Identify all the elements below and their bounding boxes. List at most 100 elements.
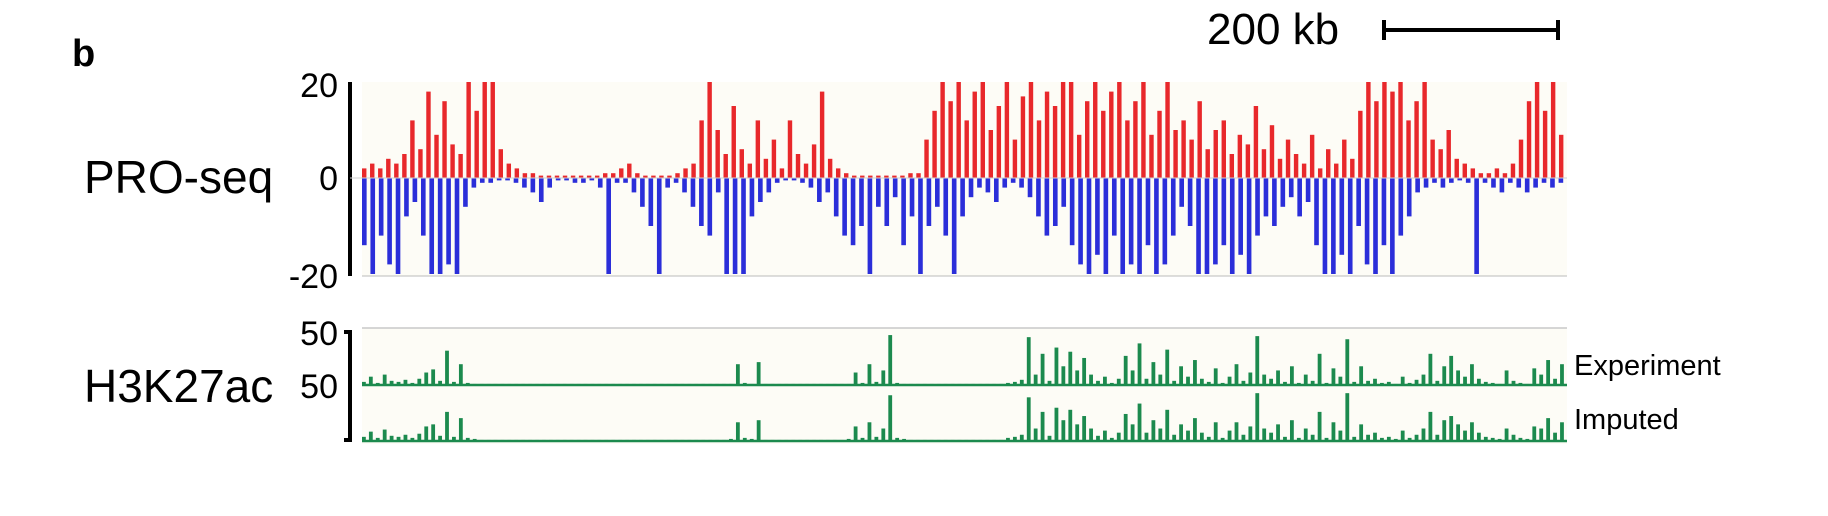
- imputed-bar: [1089, 428, 1093, 441]
- proseq-plus-bar: [771, 139, 777, 178]
- imputed-bar: [438, 435, 442, 441]
- imputed-tick-top: 50: [300, 368, 338, 406]
- proseq-minus-bar: [732, 178, 738, 274]
- proseq-minus-bar: [1482, 178, 1488, 183]
- h3k27ac-track-label: H3K27ac: [84, 360, 273, 412]
- imputed-bar: [1546, 418, 1551, 441]
- proseq-plus-bar: [980, 82, 985, 178]
- imputed-bar: [1061, 420, 1066, 441]
- proseq-plus-bar: [1502, 173, 1508, 178]
- experiment-bar: [1026, 337, 1031, 385]
- proseq-minus-bar: [825, 178, 831, 193]
- experiment-bar: [1193, 360, 1197, 385]
- proseq-plus-bar: [627, 163, 632, 178]
- proseq-plus-bar: [410, 120, 415, 178]
- experiment-bar: [1553, 378, 1557, 385]
- experiment-bar: [1289, 366, 1294, 385]
- proseq-plus-bar: [932, 110, 937, 178]
- proseq-minus-bar: [547, 178, 553, 188]
- proseq-plus-bar: [1109, 91, 1114, 178]
- proseq-minus-bar: [884, 178, 890, 226]
- proseq-minus-bar: [1373, 178, 1378, 274]
- proseq-plus-bar: [1438, 149, 1443, 178]
- proseq-plus-bar: [1020, 96, 1026, 178]
- experiment-bar: [389, 380, 394, 385]
- imputed-bar: [403, 434, 408, 441]
- experiment-bar: [1449, 355, 1454, 385]
- experiment-bar: [1511, 380, 1516, 385]
- experiment-bar: [1546, 360, 1551, 385]
- imputed-bar: [1518, 437, 1523, 441]
- proseq-plus-bar: [1044, 91, 1050, 178]
- proseq-minus-bar: [758, 178, 763, 202]
- proseq-minus-bar: [1516, 178, 1522, 188]
- experiment-bar: [1227, 376, 1232, 385]
- proseq-plus-bar: [699, 120, 704, 178]
- proseq-plus-bar: [1494, 168, 1500, 178]
- experiment-bar: [1061, 366, 1066, 385]
- proseq-minus-bar: [1305, 178, 1311, 202]
- imputed-bar: [756, 420, 761, 441]
- proseq-minus-bar: [370, 178, 376, 274]
- imputed-bar: [1539, 428, 1544, 441]
- proseq-plus-bar: [827, 158, 833, 178]
- proseq-minus-bar: [513, 178, 519, 183]
- imputed-bar: [1033, 428, 1038, 441]
- proseq-minus-bar: [1061, 178, 1067, 207]
- proseq-minus-bar: [1044, 178, 1050, 236]
- proseq-minus-bar: [968, 178, 974, 198]
- proseq-minus-bar: [817, 178, 822, 202]
- proseq-minus-bar: [1465, 178, 1471, 183]
- imputed-bar: [1269, 432, 1274, 441]
- imputed-bar: [1186, 430, 1190, 441]
- imputed-bar: [1165, 409, 1170, 441]
- proseq-plus-bar: [1390, 91, 1395, 178]
- proseq-plus-bar: [1398, 82, 1403, 178]
- experiment-bar: [1047, 380, 1052, 385]
- proseq-minus-bar: [387, 178, 392, 265]
- proseq-minus-bar: [985, 178, 991, 193]
- proseq-minus-bar: [564, 178, 569, 181]
- proseq-minus-bar: [1238, 178, 1243, 255]
- proseq-plus-bar: [514, 168, 520, 178]
- proseq-plus-bar: [1350, 158, 1355, 178]
- proseq-plus-bar: [1430, 139, 1435, 178]
- proseq-plus-bar: [554, 175, 560, 178]
- proseq-minus-bar: [1010, 178, 1016, 183]
- imputed-bar: [1428, 411, 1433, 441]
- imputed-bar: [1234, 422, 1239, 441]
- experiment-bar: [431, 369, 436, 385]
- proseq-minus-bar: [977, 178, 982, 188]
- proseq-tick-zero: 0: [319, 160, 338, 198]
- proseq-plus-bar: [956, 82, 961, 178]
- proseq-minus-bar: [766, 178, 772, 193]
- proseq-plus-bar: [667, 175, 672, 178]
- proseq-plus-bar: [908, 173, 913, 178]
- proseq-plus-bar: [546, 175, 552, 178]
- proseq-plus-bar: [619, 168, 624, 178]
- proseq-minus-bar: [791, 178, 797, 181]
- proseq-plus-bar: [747, 163, 753, 178]
- imputed-bar: [1276, 424, 1280, 441]
- imputed-bar: [1075, 424, 1080, 441]
- experiment-bar: [1421, 374, 1426, 385]
- proseq-minus-bar: [1145, 178, 1151, 246]
- proseq-plus-bar: [779, 168, 785, 178]
- proseq-plus-bar: [1004, 82, 1010, 178]
- proseq-plus-bar: [394, 163, 399, 178]
- imputed-bar: [1040, 411, 1045, 441]
- experiment-bar: [1123, 355, 1128, 385]
- proseq-minus-bar: [572, 178, 578, 183]
- proseq-minus-bar: [420, 178, 426, 236]
- imputed-bar: [1206, 436, 1211, 441]
- imputed-bar: [735, 422, 740, 441]
- imputed-bar: [1220, 437, 1225, 441]
- proseq-plus-bar: [426, 91, 431, 178]
- proseq-plus-bar: [418, 149, 423, 178]
- imputed-bar: [1331, 422, 1336, 441]
- proseq-minus-bar: [1314, 178, 1319, 246]
- proseq-plus-bar: [884, 175, 889, 178]
- h3k27ac-track: H3K27ac 50 50 Experiment Imputed: [84, 315, 1721, 444]
- proseq-plus-bar: [763, 158, 769, 178]
- imputed-bar: [1068, 409, 1073, 441]
